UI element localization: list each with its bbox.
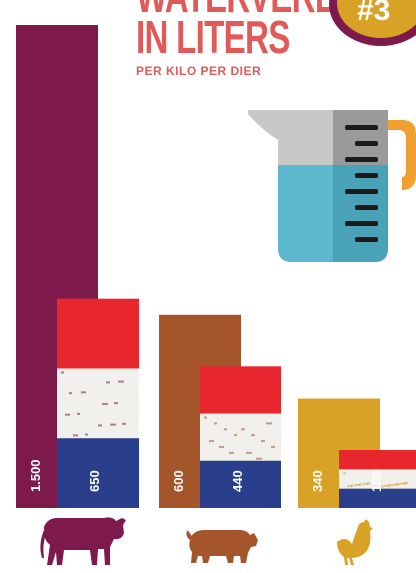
pig-icon bbox=[186, 529, 258, 563]
label-chicken-netherlands: 180 bbox=[369, 470, 384, 492]
number-badge bbox=[329, 0, 416, 46]
label-chicken-global: 340 bbox=[310, 470, 325, 492]
title-line-2: IN LITERS bbox=[136, 11, 290, 63]
bar-pig-netherlands bbox=[200, 366, 281, 508]
label-cow-global: 1.500 bbox=[28, 459, 43, 492]
bar-chicken-netherlands bbox=[339, 450, 416, 508]
label-cow-netherlands: 650 bbox=[87, 470, 102, 492]
badge-number: #3 bbox=[357, 0, 391, 27]
cow-icon bbox=[40, 517, 126, 565]
bar-cow-netherlands bbox=[57, 298, 139, 508]
measuring-cup-icon bbox=[248, 110, 416, 262]
label-pig-global: 600 bbox=[171, 470, 186, 492]
label-pig-netherlands: 440 bbox=[230, 470, 245, 492]
subtitle: PER KILO PER DIER bbox=[136, 64, 262, 78]
chicken-icon bbox=[337, 519, 373, 565]
